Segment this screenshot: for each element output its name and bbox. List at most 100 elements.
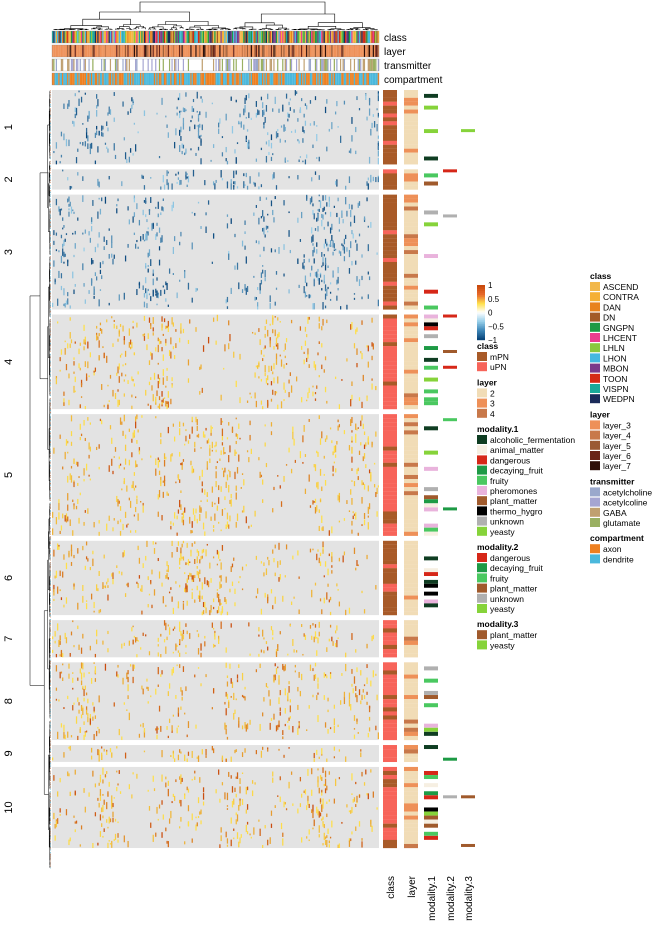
heatmap-cell [162, 596, 164, 604]
column-annotation-cell [104, 59, 107, 71]
row-annotation-layer-cell [404, 148, 418, 153]
column-annotation-cell [254, 59, 256, 71]
heatmap-cell [263, 562, 265, 567]
heatmap-cell [289, 107, 291, 111]
heatmap-cell [220, 450, 222, 456]
heatmap-cell [88, 671, 90, 674]
heatmap-cell [353, 728, 356, 730]
heatmap-cell [96, 584, 98, 591]
heatmap-cell [345, 652, 347, 658]
heatmap-cell [288, 747, 290, 749]
column-annotation-cell [262, 59, 264, 71]
heatmap-cell [59, 635, 61, 641]
heatmap-cell [345, 234, 347, 239]
heatmap-cell [124, 255, 127, 262]
heatmap-cell [236, 467, 239, 474]
column-annotation-cell [370, 31, 372, 43]
heatmap-cell [324, 839, 327, 845]
heatmap-cell [85, 603, 88, 610]
heatmap-cell [201, 555, 203, 559]
heatmap-cell [324, 106, 327, 114]
heatmap-cell [331, 570, 333, 574]
heatmap-cell [176, 112, 178, 116]
heatmap-cell [358, 689, 361, 696]
column-annotation-cell [187, 59, 190, 71]
heatmap-cell [324, 836, 327, 839]
column-annotation-cell [54, 45, 56, 57]
heatmap-cell [138, 733, 141, 738]
column-annotation-cell [80, 73, 83, 85]
heatmap-cell [238, 664, 240, 668]
column-annotation-cell [79, 31, 81, 43]
heatmap-cell [173, 512, 176, 519]
column-annotation-cell [246, 59, 249, 71]
column-annotation-cell [157, 73, 159, 85]
heatmap-cell [74, 829, 76, 833]
heatmap-cluster-block [52, 314, 379, 410]
heatmap-cell [62, 677, 64, 681]
heatmap-cell [184, 587, 186, 593]
heatmap-cell [239, 575, 241, 579]
heatmap-cell [82, 584, 84, 591]
heatmap-cell [321, 279, 323, 283]
column-annotation-cell [195, 45, 197, 57]
column-annotation-cell [107, 31, 109, 43]
heatmap-cell [275, 337, 278, 345]
heatmap-cell [258, 627, 260, 632]
column-annotation-cell [70, 45, 73, 57]
heatmap-cell [371, 342, 373, 347]
heatmap-cell [77, 677, 79, 681]
heatmap-cell [226, 808, 229, 810]
heatmap-cell [190, 551, 192, 557]
heatmap-cell [241, 799, 244, 805]
heatmap-cell [60, 285, 63, 291]
heatmap-cell [191, 105, 193, 112]
heatmap-cell [235, 749, 237, 752]
heatmap-cell [171, 183, 173, 190]
column-annotation-cell [214, 73, 216, 85]
heatmap-cell [180, 110, 182, 113]
column-annotation-cell [334, 31, 337, 43]
heatmap-cell [74, 284, 76, 287]
heatmap-cell [87, 115, 89, 122]
heatmap-cell [52, 636, 54, 640]
heatmap-cell [329, 611, 332, 616]
column-annotation-cell [104, 45, 107, 57]
column-annotation-cell [145, 31, 147, 43]
heatmap-cell [371, 355, 373, 361]
heatmap-cell [67, 475, 69, 483]
heatmap-cell [332, 270, 334, 278]
heatmap-cell [366, 691, 368, 695]
heatmap-cell [306, 805, 308, 811]
heatmap-cell [190, 148, 192, 151]
heatmap-cell [184, 507, 186, 513]
column-annotation-cell [278, 31, 280, 43]
heatmap-cell [94, 367, 97, 372]
heatmap-cell [161, 582, 163, 587]
column-annotation-cell [62, 59, 64, 71]
row-annotation-class-cell [383, 181, 397, 186]
heatmap-cell [363, 519, 366, 526]
column-annotation-cell [177, 59, 180, 71]
column-annotation-cell [267, 73, 269, 85]
heatmap-cell [117, 674, 119, 678]
heatmap-cell [179, 826, 181, 829]
column-annotation-cell [119, 73, 122, 85]
row-annotation-layer-cell [404, 202, 418, 207]
heatmap-cell [123, 642, 125, 646]
column-annotation-cell [328, 45, 330, 57]
heatmap-cell [229, 471, 231, 478]
heatmap-cell [322, 195, 324, 201]
heatmap-cell [182, 629, 185, 635]
heatmap-cell [98, 531, 100, 536]
column-annotation-cell [322, 73, 324, 85]
heatmap-cell [179, 421, 181, 427]
heatmap-cell [179, 749, 181, 753]
heatmap-cell [196, 518, 198, 524]
heatmap-cell [192, 169, 195, 177]
column-annotation-cell [340, 31, 342, 43]
column-annotation-cell [156, 73, 158, 85]
column-annotation-cell [253, 59, 255, 71]
heatmap-cell [59, 640, 61, 645]
column-annotation-cell [168, 59, 171, 71]
